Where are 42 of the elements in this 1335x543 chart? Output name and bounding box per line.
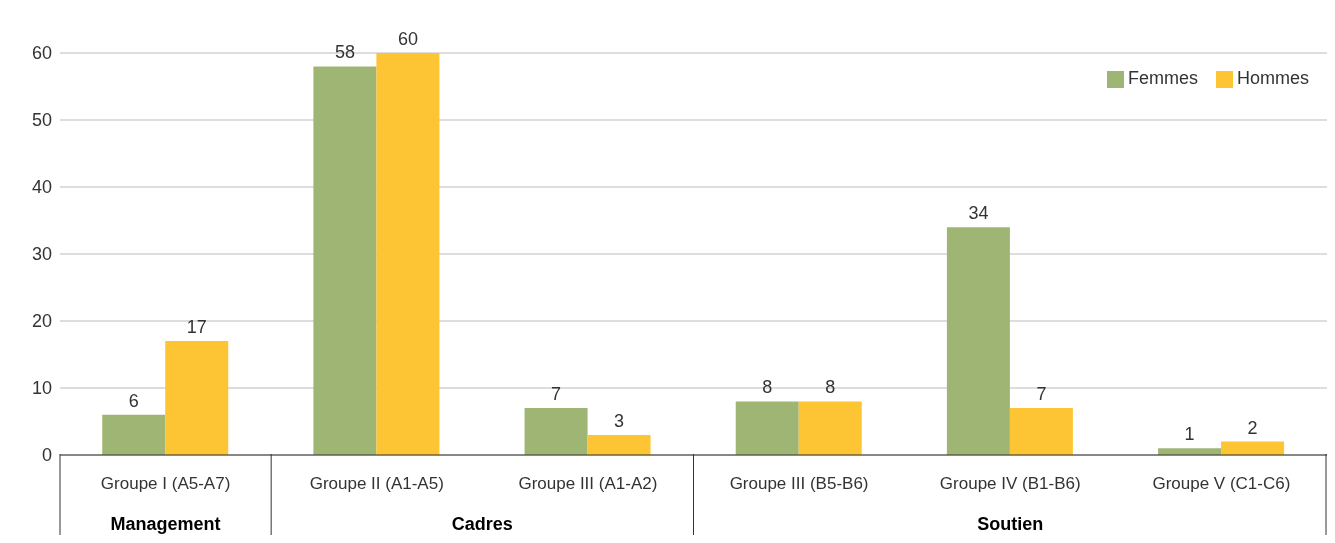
bar — [1221, 441, 1285, 455]
y-tick-label: 30 — [31, 244, 52, 265]
data-label: 34 — [968, 203, 989, 224]
x-tick-label: Groupe II (A1-A5) — [309, 474, 444, 493]
bar — [102, 414, 166, 455]
x-tick-label: Groupe III (B5-B6) — [729, 474, 869, 493]
bar — [1009, 408, 1073, 455]
x-tick-label: Groupe V (C1-C6) — [1152, 474, 1291, 493]
legend-label: Hommes — [1236, 68, 1309, 88]
data-label: 58 — [334, 42, 355, 63]
y-tick-label: 50 — [31, 110, 52, 131]
legend-label: Femmes — [1127, 68, 1198, 88]
bar — [524, 408, 588, 455]
data-label: 17 — [186, 317, 207, 338]
data-label: 2 — [1247, 417, 1258, 438]
bar — [165, 341, 229, 455]
data-label: 3 — [614, 410, 625, 431]
bar — [798, 401, 862, 455]
x-tick-label: Groupe III (A1-A2) — [518, 474, 658, 493]
data-label: 60 — [397, 29, 418, 49]
data-label: 6 — [128, 390, 139, 411]
data-label: 8 — [825, 377, 836, 398]
bar — [313, 66, 377, 455]
data-label: 7 — [551, 384, 562, 405]
y-tick-label: 10 — [31, 378, 52, 399]
text: Soutien — [977, 514, 1044, 534]
text: Management — [110, 514, 221, 534]
bar — [587, 434, 651, 455]
x-tick-label: Groupe IV (B1-B6) — [939, 474, 1081, 493]
bar — [735, 401, 799, 455]
data-label: 1 — [1184, 424, 1195, 445]
y-tick-label: 60 — [31, 43, 52, 64]
y-tick-label: 40 — [31, 177, 52, 198]
text: Cadres — [451, 514, 513, 534]
y-tick-label: 20 — [31, 311, 52, 332]
bar — [376, 53, 440, 455]
bar — [1158, 448, 1222, 455]
bar — [946, 227, 1010, 455]
x-tick-label: Groupe I (A5-A7) — [100, 474, 231, 493]
y-tick-label: 0 — [41, 445, 52, 466]
data-label: 7 — [1036, 384, 1047, 405]
data-label: 8 — [762, 377, 773, 398]
